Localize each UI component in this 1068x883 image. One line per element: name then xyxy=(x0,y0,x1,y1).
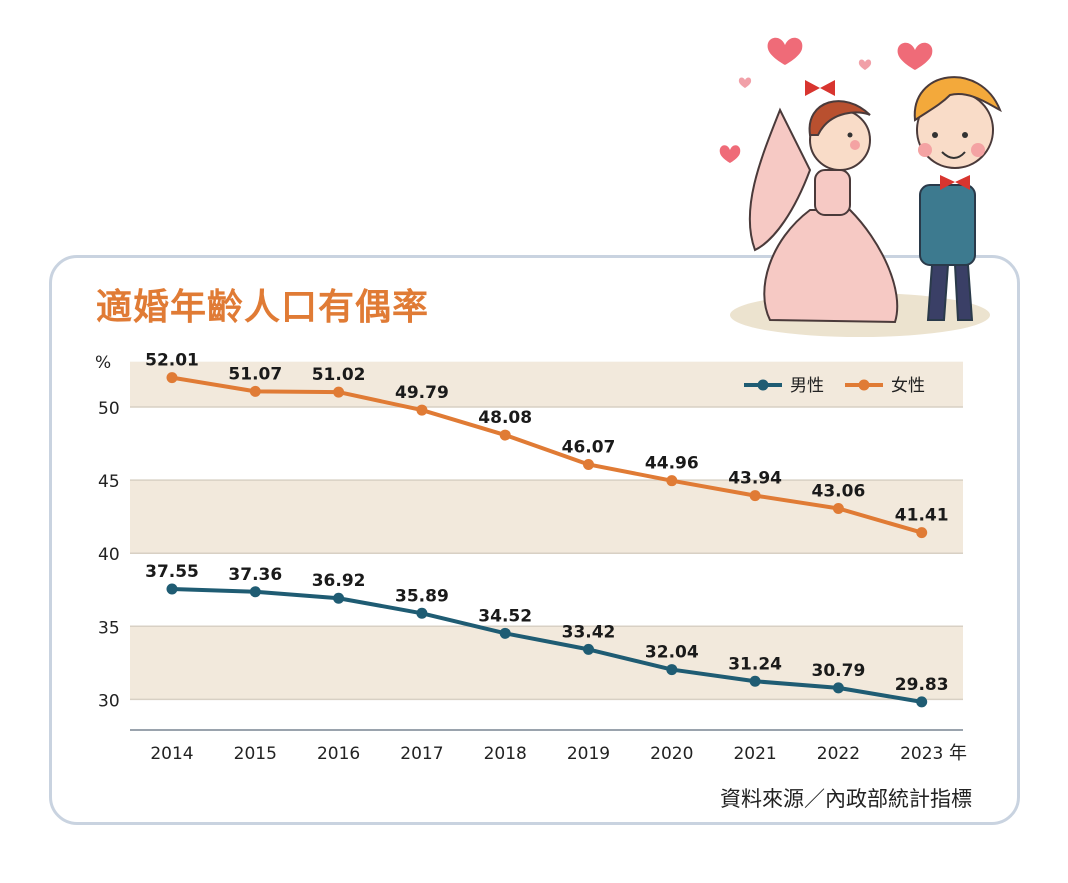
y-tick-label: 30 xyxy=(98,691,120,711)
data-point xyxy=(666,475,678,487)
data-label: 41.41 xyxy=(895,506,949,526)
data-point xyxy=(749,490,761,502)
data-label: 51.02 xyxy=(312,365,366,385)
data-label: 36.92 xyxy=(312,571,366,591)
x-tick-label: 2017 xyxy=(400,744,443,764)
data-point xyxy=(416,404,428,416)
data-label: 35.89 xyxy=(395,586,449,606)
data-label: 43.06 xyxy=(812,481,866,501)
data-label: 49.79 xyxy=(395,383,449,403)
data-point xyxy=(583,643,594,655)
y-tick-label: 50 xyxy=(98,399,120,419)
data-point xyxy=(916,696,928,708)
data-point xyxy=(583,458,594,470)
data-point xyxy=(333,386,345,398)
data-label: 51.07 xyxy=(228,364,282,384)
x-tick-label: 2018 xyxy=(484,744,527,764)
legend-label: 男性 xyxy=(790,376,824,396)
grid-band xyxy=(130,480,963,554)
data-point xyxy=(499,429,511,441)
series-line xyxy=(171,375,923,535)
y-tick-label: 35 xyxy=(98,618,120,638)
data-label: 31.24 xyxy=(728,654,782,674)
y-tick-label: 45 xyxy=(98,472,120,492)
data-point xyxy=(832,502,844,514)
data-label: 52.01 xyxy=(145,351,199,371)
data-label: 46.07 xyxy=(562,437,616,457)
x-tick-label: 2015 xyxy=(234,744,277,764)
chart-title: 適婚年齡人口有偶率 xyxy=(96,287,430,328)
data-label: 44.96 xyxy=(645,454,699,474)
grid-band xyxy=(130,361,963,407)
data-label: 43.94 xyxy=(728,469,782,489)
x-tick-label: 2016 xyxy=(317,744,360,764)
data-point xyxy=(666,664,678,676)
x-tick-label: 2021 xyxy=(733,744,776,764)
data-label: 30.79 xyxy=(812,661,866,681)
data-point xyxy=(166,372,178,384)
wedding-couple-illustration xyxy=(719,37,1002,337)
data-label: 37.36 xyxy=(228,565,282,585)
x-tick-label: 2019 xyxy=(567,744,610,764)
data-label: 32.04 xyxy=(645,643,699,663)
data-point xyxy=(499,627,511,639)
x-axis-unit: 年 xyxy=(949,743,967,764)
legend-marker xyxy=(757,379,769,391)
data-label: 48.08 xyxy=(478,408,532,428)
x-tick-label: 2023 xyxy=(900,744,943,764)
data-point xyxy=(416,607,428,619)
x-tick-label: 2022 xyxy=(817,744,860,764)
y-tick-label: 40 xyxy=(98,545,120,565)
x-tick-label: 2014 xyxy=(150,744,193,764)
data-label: 37.55 xyxy=(145,562,199,582)
data-label: 33.42 xyxy=(562,622,616,642)
x-tick-label: 2020 xyxy=(650,744,693,764)
legend-marker xyxy=(858,379,870,391)
data-label: 29.83 xyxy=(895,675,949,695)
data-point xyxy=(249,385,261,397)
series-line xyxy=(171,587,923,704)
source-note: 資料來源／內政部統計指標 xyxy=(720,787,972,811)
data-point xyxy=(832,682,844,694)
data-point xyxy=(333,592,345,604)
data-point xyxy=(249,586,261,598)
data-point xyxy=(166,583,178,595)
data-point xyxy=(749,675,761,687)
y-axis-unit: % xyxy=(95,353,111,373)
data-point xyxy=(916,527,928,539)
data-label: 34.52 xyxy=(478,606,532,626)
legend-label: 女性 xyxy=(891,376,925,396)
